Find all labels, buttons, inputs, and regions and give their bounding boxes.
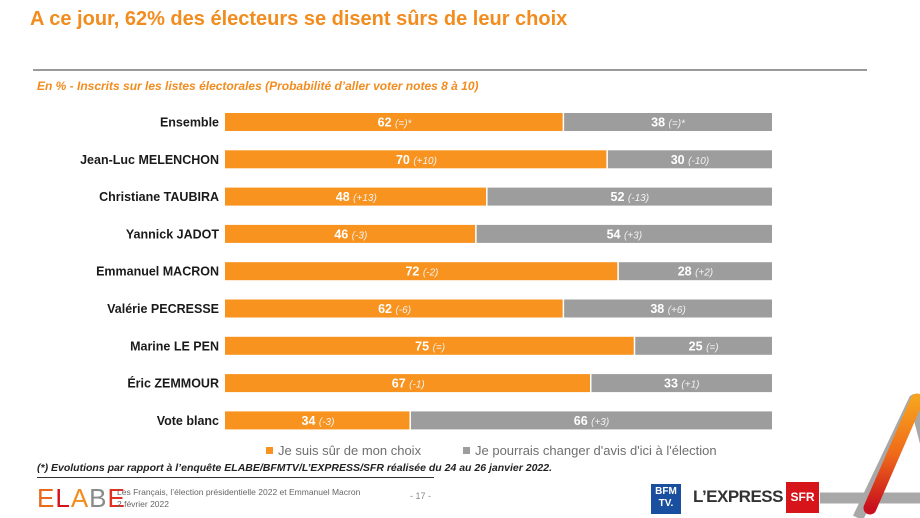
value-label-change: 52 (-13): [611, 190, 650, 204]
value-label-sure: 67 (-1): [392, 377, 425, 391]
bar-sure: [225, 299, 563, 318]
value-label-change: 28 (+2): [678, 265, 713, 279]
page-title: A ce jour, 62% des électeurs se disent s…: [30, 8, 568, 30]
bar-sure: [225, 411, 410, 430]
value-label-sure: 48 (+13): [336, 190, 377, 204]
lexpress-logo: L’EXPRESS: [693, 487, 783, 506]
bar-change: [410, 411, 772, 430]
category-label: Valérie PECRESSE: [107, 302, 219, 316]
tv-text: TV.: [658, 498, 674, 509]
value-label-sure: 75 (=): [415, 339, 445, 353]
elabe-logo: ELABE: [37, 483, 126, 514]
category-label: Marine LE PEN: [130, 339, 219, 353]
study-title: Les Français, l’élection présidentielle …: [117, 487, 361, 497]
bar-sure: [225, 150, 607, 169]
study-date: 2 février 2022: [117, 499, 169, 509]
value-label-change: 33 (+1): [664, 377, 699, 391]
category-label: Éric ZEMMOUR: [127, 376, 219, 391]
category-label: Vote blanc: [157, 414, 219, 428]
bar-change: [476, 224, 772, 243]
category-label: Ensemble: [160, 116, 219, 130]
legend-swatch-change: [463, 447, 470, 454]
value-label-sure: 34 (-3): [302, 414, 335, 428]
bar-sure: [225, 374, 590, 393]
stacked-bar-chart: Ensemble 62 (=)* 38 (=)* Jean-Luc MELENCHON…: [80, 113, 772, 430]
bar-sure: [225, 113, 563, 131]
value-label-change: 25 (=): [689, 339, 719, 353]
legend-item-change: Je pourrais changer d'avis d'ici à l'éle…: [463, 443, 717, 458]
elabe-letter: B: [89, 483, 108, 513]
bar-change: [618, 262, 772, 281]
value-label-sure: 62 (-6): [378, 302, 411, 316]
elabe-letter: A: [70, 483, 90, 513]
bar-change: [591, 374, 772, 393]
sfr-logo: SFR: [786, 482, 819, 513]
value-label-sure: 46 (-3): [334, 227, 367, 241]
footer-study-info: Les Français, l’élection présidentielle …: [117, 486, 360, 510]
legend-item-sure: Je suis sûr de mon choix: [266, 443, 421, 458]
bar-sure: [225, 262, 618, 281]
footnote-underline: [37, 477, 434, 478]
bar-change: [487, 187, 772, 206]
page-number: - 17 -: [410, 491, 432, 501]
elabe-letter: E: [107, 483, 126, 513]
category-label: Emmanuel MACRON: [96, 265, 219, 279]
legend-label-sure: Je suis sûr de mon choix: [278, 443, 422, 458]
bar-sure: [225, 224, 476, 243]
value-label-sure: 72 (-2): [405, 265, 438, 279]
chart-subtitle: En % - Inscrits sur les listes électoral…: [37, 79, 479, 93]
category-label: Yannick JADOT: [126, 227, 219, 241]
bar-change: [607, 150, 772, 169]
category-label: Jean-Luc MELENCHON: [80, 153, 219, 167]
bfm-text: BFM: [655, 486, 677, 497]
value-label-sure: 70 (+10): [396, 153, 437, 167]
elabe-letter: L: [55, 483, 71, 513]
elabe-letter: E: [37, 483, 56, 513]
category-label: Christiane TAUBIRA: [99, 190, 219, 204]
footnote: (*) Evolutions par rapport à l’enquête E…: [37, 462, 553, 474]
title-separator: [33, 69, 867, 71]
legend-swatch-sure: [266, 447, 273, 454]
value-label-sure: 62 (=)*: [378, 116, 413, 130]
bar-change: [564, 113, 772, 131]
bar-sure: [225, 187, 487, 206]
value-label-change: 54 (+3): [607, 227, 642, 241]
bfmtv-logo: BFM TV.: [651, 484, 681, 514]
elabe-a-decoration-icon: [820, 393, 920, 518]
bar-change: [564, 299, 772, 318]
value-label-change: 66 (+3): [574, 414, 609, 428]
value-label-change: 38 (+6): [650, 302, 685, 316]
value-label-change: 38 (=)*: [651, 116, 686, 130]
bar-change: [635, 336, 772, 355]
legend-label-change: Je pourrais changer d'avis d'ici à l'éle…: [475, 443, 717, 458]
bar-sure: [225, 336, 634, 355]
value-label-change: 30 (-10): [671, 153, 710, 167]
